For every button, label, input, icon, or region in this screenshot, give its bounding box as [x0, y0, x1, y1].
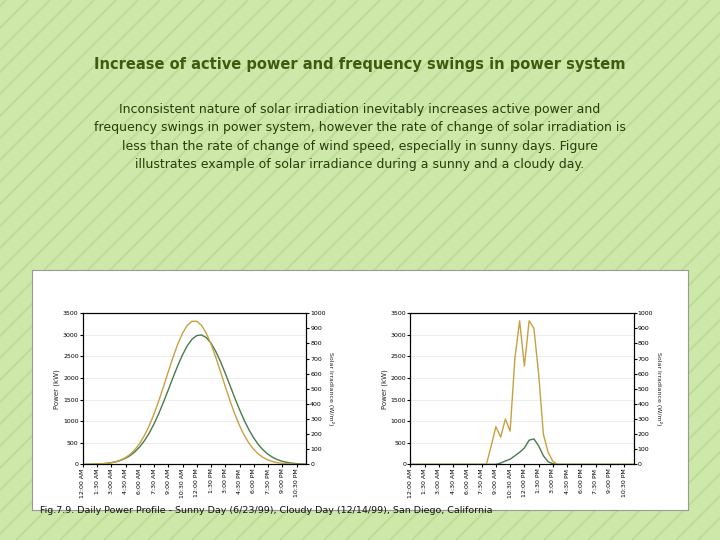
Y-axis label: Power (kW): Power (kW) — [54, 369, 60, 409]
Y-axis label: Solar Irradiance (W/m²): Solar Irradiance (W/m²) — [328, 352, 334, 426]
Y-axis label: Power (kW): Power (kW) — [382, 369, 388, 409]
Text: Inconsistent nature of solar irradiation inevitably increases active power and
f: Inconsistent nature of solar irradiation… — [94, 103, 626, 171]
Text: Increase of active power and frequency swings in power system: Increase of active power and frequency s… — [94, 57, 626, 72]
Y-axis label: Solar Irradiance (W/m²): Solar Irradiance (W/m²) — [656, 352, 662, 426]
Text: Fig.7.9. Daily Power Profile - Sunny Day (6/23/99), Cloudy Day (12/14/99), San D: Fig.7.9. Daily Power Profile - Sunny Day… — [40, 506, 492, 515]
